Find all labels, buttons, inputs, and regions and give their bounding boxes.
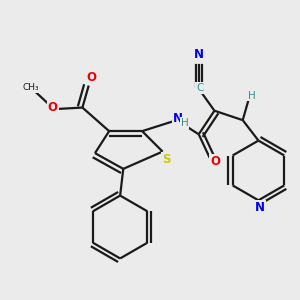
Text: O: O	[86, 71, 96, 84]
Text: H: H	[248, 91, 256, 100]
Text: O: O	[48, 101, 58, 114]
Text: S: S	[162, 153, 171, 166]
Text: O: O	[210, 155, 220, 168]
Text: N: N	[255, 201, 265, 214]
Text: N: N	[194, 48, 204, 61]
Text: C: C	[196, 83, 203, 93]
Text: N: N	[173, 112, 183, 125]
Text: CH₃: CH₃	[22, 83, 39, 92]
Text: H: H	[181, 118, 188, 128]
